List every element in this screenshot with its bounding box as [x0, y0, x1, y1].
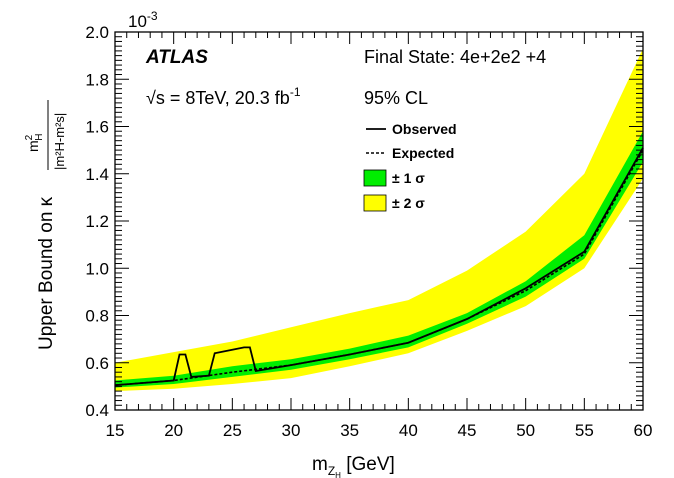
y-axis-fraction-denominator: |m²H-m²s|: [52, 113, 67, 170]
legend: Observed Expected ± 1 σ ± 2 σ: [363, 121, 457, 212]
cl-label: 95% CL: [364, 88, 428, 108]
y-tick-label: 1.0: [85, 259, 109, 278]
final-state-label: Final State: 4e+2e2 +4: [364, 47, 546, 67]
x-tick-label: 40: [399, 421, 418, 440]
limit-lines: [114, 147, 644, 387]
uncertainty-bands: [115, 48, 643, 392]
x-tick-label: 25: [223, 421, 242, 440]
y-tick-label: 1.8: [85, 70, 109, 89]
x-tick-label: 15: [106, 421, 125, 440]
legend-observed-label: Observed: [392, 121, 457, 137]
y-axis-title: Upper Bound on κ m2H |m²H-m²s|: [24, 100, 67, 350]
legend-band1-label: ± 1 σ: [392, 170, 425, 186]
y-tick-label: 1.6: [85, 118, 109, 137]
x-axis-title: mZH [GeV]: [312, 454, 395, 478]
atlas-label: ATLAS: [145, 47, 208, 68]
y-tick-label: 1.2: [85, 212, 109, 231]
axis-ticks: 15 20 25 30 35 40 45 50 55 60 0.4 0.6 0.8 1.0 1.2 1.4 1.…: [85, 23, 652, 440]
x-tick-label: 45: [458, 421, 477, 440]
x-tick-label: 35: [340, 421, 359, 440]
band-2-sigma: [115, 48, 643, 392]
legend-band2-label: ± 2 σ: [392, 195, 425, 211]
y-axis-title-text: Upper Bound on κ: [36, 196, 57, 350]
y-tick-label: 0.8: [85, 307, 109, 326]
y-tick-label: 0.6: [85, 354, 109, 373]
y-tick-label: 2.0: [85, 23, 109, 42]
x-tick-label: 55: [575, 421, 594, 440]
legend-band1-swatch: [363, 169, 387, 187]
x-tick-label: 30: [282, 421, 301, 440]
x-tick-label: 20: [164, 421, 183, 440]
observed-line: [114, 147, 644, 387]
legend-expected-label: Expected: [392, 145, 454, 161]
y-tick-label: 1.4: [85, 165, 109, 184]
energy-label: √s = 8TeV, 20.3 fb-1: [146, 85, 301, 108]
x-tick-label: 60: [634, 421, 653, 440]
y-exponent: 10-3: [128, 9, 158, 31]
x-tick-label: 50: [516, 421, 535, 440]
y-tick-label: 0.4: [85, 401, 109, 420]
y-axis-fraction-numerator: m2H: [24, 134, 45, 152]
legend-band2-swatch: [363, 194, 387, 212]
